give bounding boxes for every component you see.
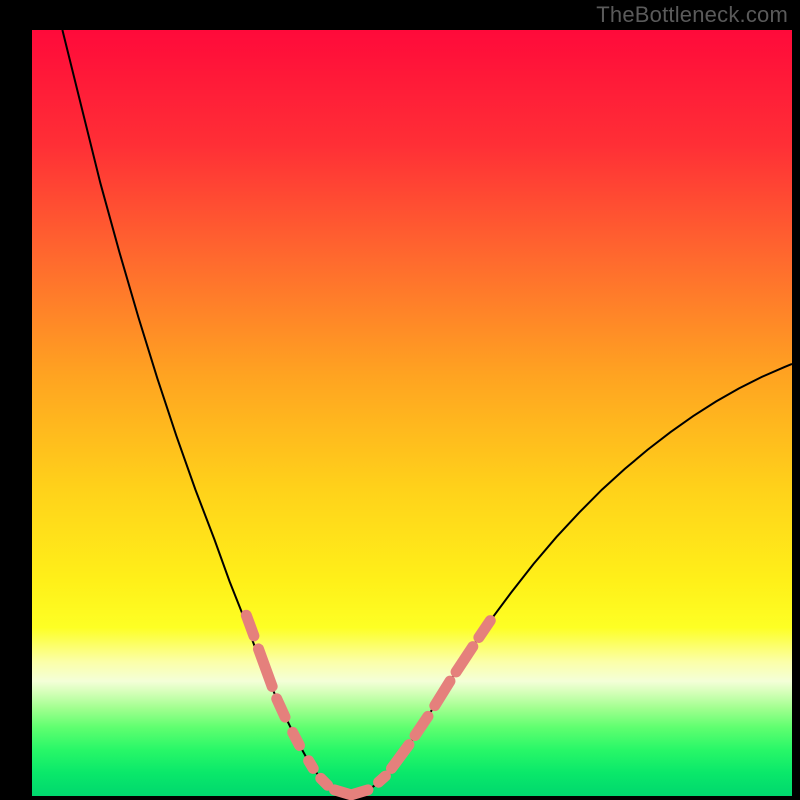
bead-segment [391, 745, 408, 769]
bead-segment [334, 790, 367, 795]
bottleneck-curve [62, 30, 792, 795]
bead-segment [246, 615, 254, 636]
bead-segment [309, 761, 314, 769]
curve-layer [32, 30, 792, 796]
watermark-text: TheBottleneck.com [596, 2, 788, 28]
bead-segment [415, 716, 428, 735]
bead-segment [435, 681, 450, 706]
bead-segment [293, 732, 300, 745]
bead-segment [456, 647, 473, 672]
bead-segment [258, 649, 272, 687]
chart-root: TheBottleneck.com [0, 0, 800, 800]
bead-segment [321, 778, 328, 785]
bead-segment [379, 776, 386, 782]
bead-overlay [246, 615, 490, 795]
plot-area [32, 30, 792, 796]
bead-segment [479, 621, 490, 638]
bead-segment [277, 699, 285, 717]
